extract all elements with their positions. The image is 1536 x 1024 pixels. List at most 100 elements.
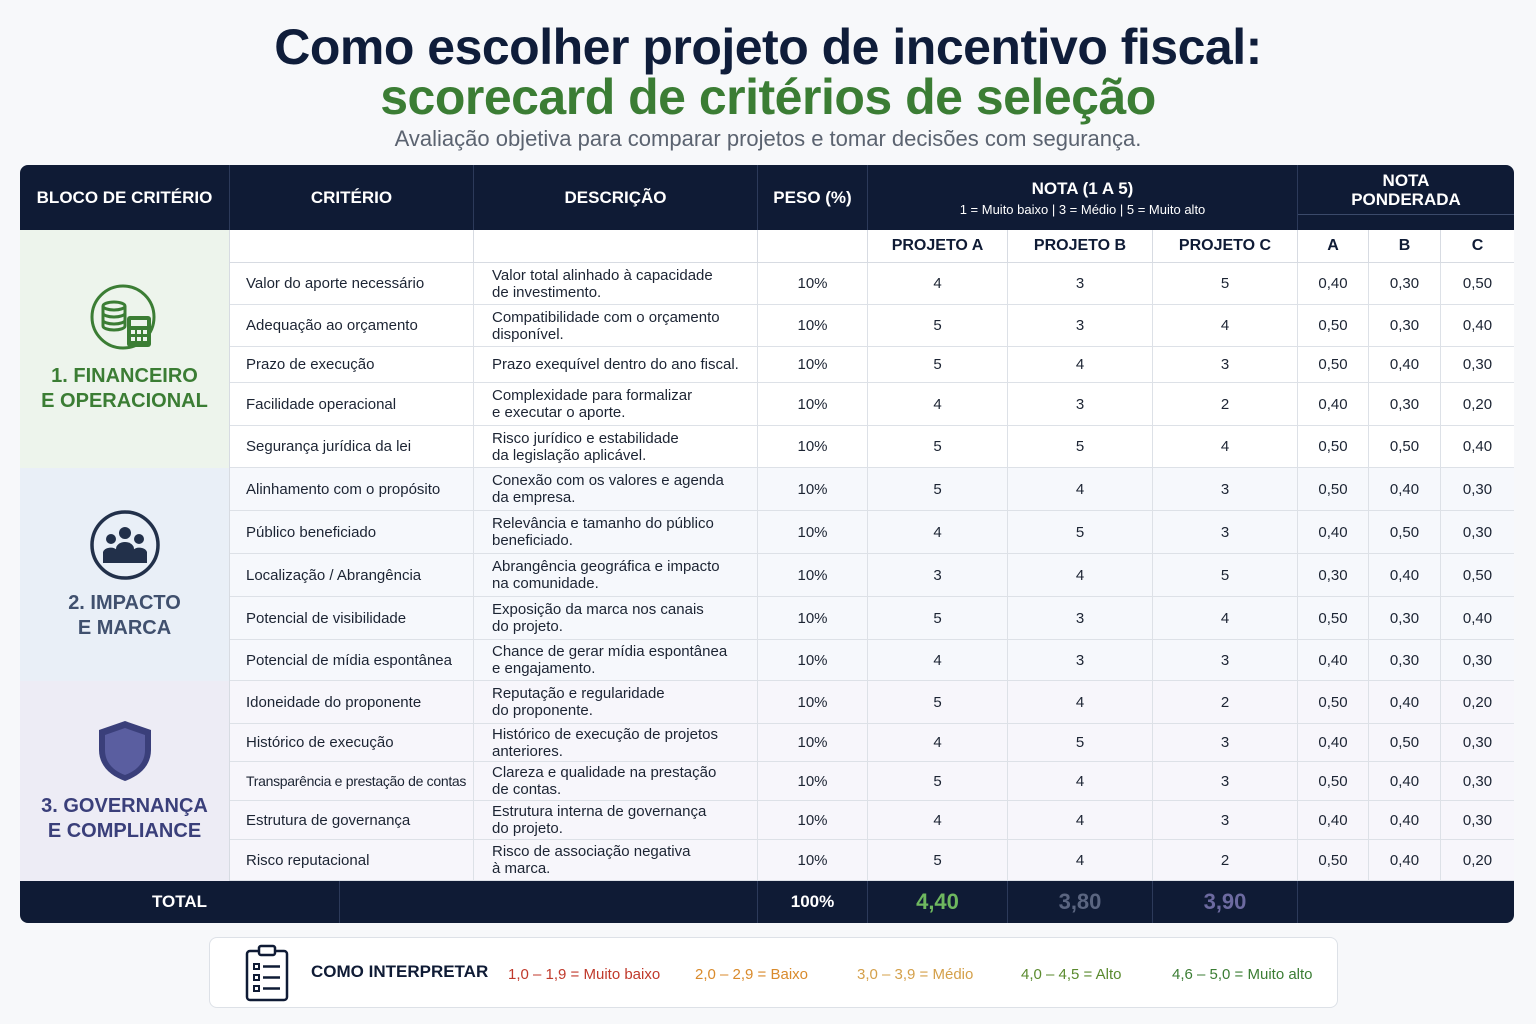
descricao-line1: Estrutura interna de governança [492, 803, 707, 820]
criterio-cell: Alinhamento com o propósito [230, 468, 474, 510]
nota-b-cell: 3 [1008, 597, 1153, 639]
descricao-line1: Complexidade para formalizar [492, 387, 693, 404]
nota-a-cell: 4 [868, 640, 1008, 680]
descricao-line1: Relevância e tamanho do público [492, 515, 714, 532]
block-financeiro-label: 1. FINANCEIRO E OPERACIONAL [41, 364, 208, 414]
criterio-cell: Segurança jurídica da lei [230, 426, 474, 467]
nota-a-cell: 4 [868, 383, 1008, 425]
criterio-cell: Adequação ao orçamento [230, 305, 474, 346]
descricao-cell: Relevância e tamanho do público beneficia… [474, 511, 758, 553]
descricao-line2: da legislação aplicável. [492, 446, 647, 464]
nota-c-cell: 2 [1153, 681, 1298, 723]
nota-c-cell: 3 [1153, 468, 1298, 510]
criterio-cell: Público beneficiado [230, 511, 474, 553]
nota-a-cell: 5 [868, 762, 1008, 800]
header-descricao: DESCRIÇÃO [474, 165, 758, 230]
ponderada-b-cell: 0,40 [1369, 554, 1441, 596]
ponderada-c-cell: 0,30 [1462, 480, 1493, 498]
ponderada-b-cell: 0,30 [1369, 383, 1441, 425]
block-governanca-line1: 3. GOVERNANÇA [41, 795, 208, 817]
subheader-projeto-c: PROJETO C [1153, 230, 1298, 263]
ponderada-b-cell: 0,30 [1369, 597, 1441, 639]
table-row: Potencial de visibilidade Exposição da ma… [230, 597, 1514, 640]
descricao-line2: do projeto. [492, 820, 563, 837]
descricao-line1: Conexão com os valores e agenda [492, 472, 724, 489]
block-impacto-label: 2. IMPACTO E MARCA [68, 591, 181, 641]
header-criterio: CRITÉRIO [230, 165, 474, 230]
block-financeiro-line2: E OPERACIONAL [41, 390, 208, 412]
ponderada-a-cell: 0,40 [1298, 801, 1369, 839]
legend-item-muito-baixo: 1,0 – 1,9 = Muito baixo [508, 966, 661, 983]
ponderada-b-cell: 0,50 [1369, 511, 1441, 553]
criterio-cell: Prazo de execução [230, 347, 474, 382]
descricao-cell: Risco de associação negativa à marca. [474, 840, 758, 880]
ponderada-a-cell: 0,50 [1298, 597, 1369, 639]
people-group-icon [89, 509, 160, 580]
table-row: Segurança jurídica da lei Risco jurídico … [230, 426, 1514, 468]
peso-cell: 10% [758, 801, 868, 839]
clipboard-checklist-icon [245, 944, 289, 1002]
peso-cell: 10% [758, 597, 868, 639]
nota-c-cell: 2 [1153, 840, 1298, 880]
descricao-line2: à marca. [492, 860, 551, 877]
legend-box: COMO INTERPRETAR 1,0 – 1,9 = Muito baixo… [209, 937, 1338, 1008]
table-row: Estrutura de governança Estrutura interna… [230, 801, 1514, 840]
header-nota: NOTA (1 A 5) 1 = Muito baixo | 3 = Médio… [868, 165, 1298, 230]
ponderada-c-cell: 0,50 [1462, 275, 1493, 292]
descricao-line2: da empresa. [492, 489, 576, 506]
subheader-empty-2 [474, 230, 758, 263]
peso-cell: 10% [758, 468, 868, 510]
descricao-cell: Conexão com os valores e agenda da empres… [474, 468, 758, 510]
ponderada-c-cell: 0,30 [1462, 356, 1493, 373]
shield-icon [98, 721, 151, 781]
table-row: Transparência e prestação de contas Clare… [230, 762, 1514, 801]
ponderada-b-cell: 0,30 [1369, 305, 1441, 346]
nota-b-cell: 5 [1008, 426, 1153, 467]
descricao-cell: Compatibilidade com o orçamento disponíve… [474, 305, 758, 346]
total-projeto-b: 3,80 [1008, 881, 1153, 923]
legend-item-baixo: 2,0 – 2,9 = Baixo [695, 966, 808, 983]
header-ponderada-line2: PONDERADA [1351, 189, 1461, 209]
peso-cell: 10% [758, 263, 868, 304]
nota-a-cell: 5 [868, 840, 1008, 880]
nota-c-cell: 3 [1153, 724, 1298, 761]
nota-c-cell: 3 [1153, 511, 1298, 553]
total-peso: 100% [758, 881, 868, 923]
legend-item-alto: 4,0 – 4,5 = Alto [1021, 966, 1122, 983]
block-financeiro: 1. FINANCEIRO E OPERACIONAL [20, 230, 230, 468]
total-projeto-a: 4,40 [868, 881, 1008, 923]
descricao-line2: do projeto. [492, 618, 563, 635]
peso-cell: 10% [758, 840, 868, 880]
descricao-cell: Clareza e qualidade na prestação de conta… [474, 762, 758, 800]
ponderada-a-cell: 0,40 [1298, 511, 1369, 553]
descricao-cell: Reputação e regularidade do proponente. [474, 681, 758, 723]
total-ponderada-empty [1298, 881, 1514, 923]
ponderada-a-cell: 0,50 [1298, 347, 1369, 382]
ponderada-c-cell: 0,30 [1462, 651, 1493, 669]
descricao-line2: e executar o aporte. [492, 404, 626, 421]
table-row: Histórico de execução Histórico de execuç… [230, 724, 1514, 762]
ponderada-b-cell: 0,40 [1369, 801, 1441, 839]
subheader-pond-a: A [1298, 230, 1369, 263]
descricao-cell: Prazo exequível dentro do ano fiscal. [474, 347, 758, 382]
header-ponderada: NOTA PONDERADA [1298, 165, 1514, 214]
ponderada-a-cell: 0,40 [1298, 383, 1369, 425]
ponderada-b-cell: 0,50 [1369, 426, 1441, 467]
ponderada-b-cell: 0,30 [1369, 640, 1441, 680]
nota-c-cell: 5 [1153, 554, 1298, 596]
ponderada-b-cell: 0,40 [1369, 468, 1441, 510]
table-row: Facilidade operacional Complexidade para … [230, 383, 1514, 426]
descricao-line2: na comunidade. [492, 575, 599, 592]
nota-a-cell: 5 [868, 468, 1008, 510]
table-row: Prazo de execução Prazo exequível dentro … [230, 347, 1514, 383]
table-row: Idoneidade do proponente Reputação e regu… [230, 681, 1514, 724]
descricao-line1: Chance de gerar mídia espontânea [492, 643, 728, 660]
total-spacer [340, 881, 758, 923]
peso-cell: 10% [758, 681, 868, 723]
block-impacto-line2: E MARCA [77, 616, 172, 639]
header-nota-scale: 1 = Muito baixo | 3 = Médio | 5 = Muito … [959, 201, 1206, 217]
ponderada-b-cell: 0,40 [1369, 681, 1441, 723]
descricao-line1: Compatibilidade com o orçamento [492, 308, 720, 326]
peso-cell: 10% [758, 347, 868, 382]
nota-c-cell: 4 [1153, 305, 1298, 346]
